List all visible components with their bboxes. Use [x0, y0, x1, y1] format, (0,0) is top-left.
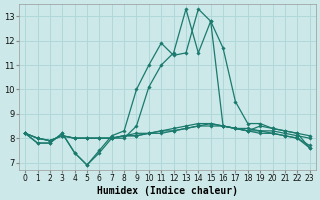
X-axis label: Humidex (Indice chaleur): Humidex (Indice chaleur): [97, 186, 238, 196]
